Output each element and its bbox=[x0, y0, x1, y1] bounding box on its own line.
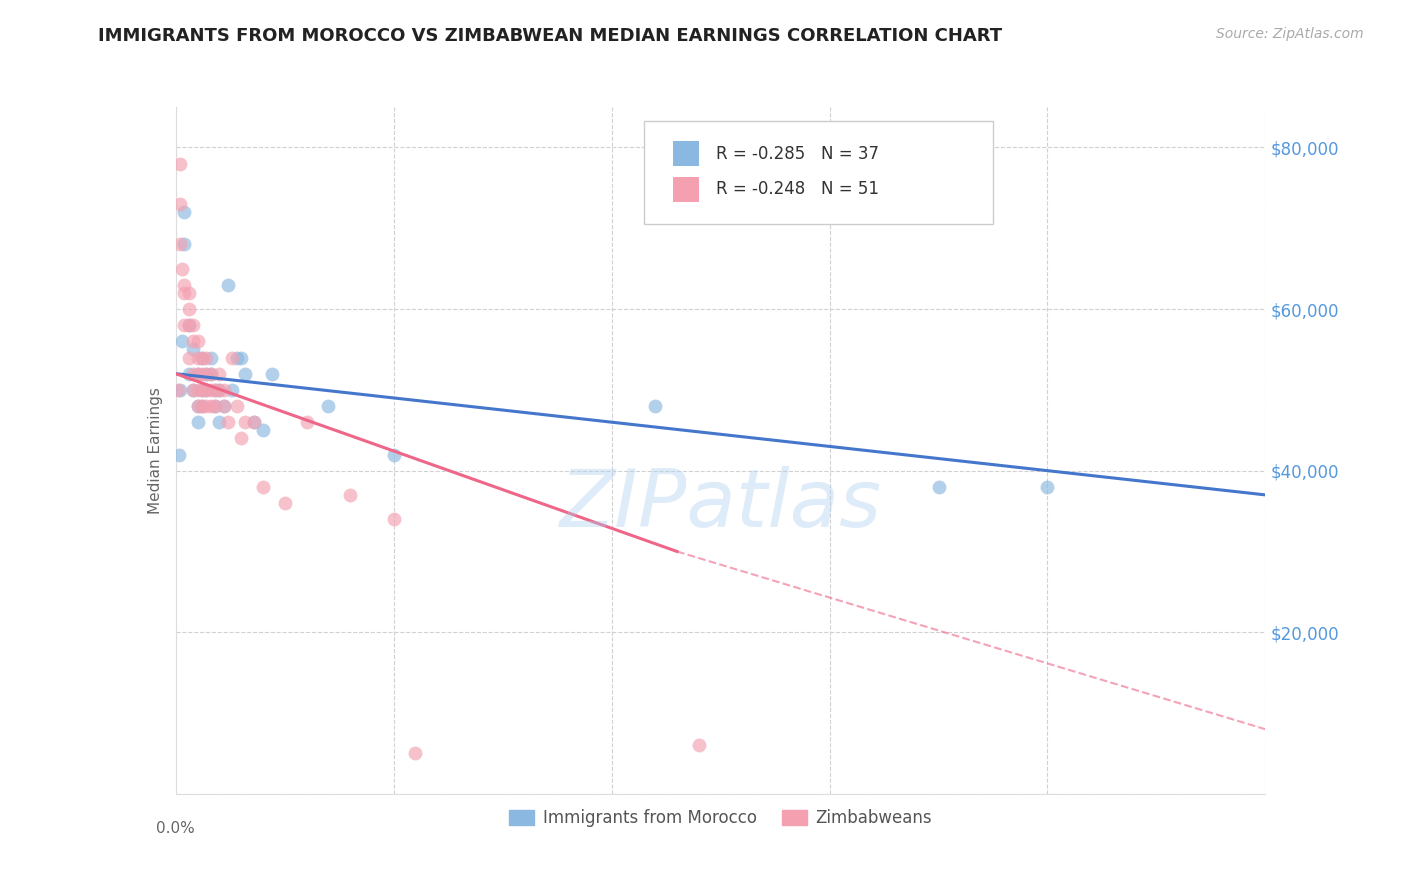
Point bbox=[177, 367, 200, 381]
Point bbox=[186, 367, 209, 381]
Point bbox=[173, 285, 195, 300]
Point bbox=[217, 277, 239, 292]
Point bbox=[186, 399, 209, 413]
Y-axis label: Median Earnings: Median Earnings bbox=[148, 387, 163, 514]
Point bbox=[191, 383, 214, 397]
Point bbox=[295, 415, 318, 429]
Point bbox=[169, 197, 191, 211]
Point bbox=[195, 383, 218, 397]
Point bbox=[195, 351, 218, 365]
Point bbox=[235, 367, 257, 381]
Point bbox=[204, 383, 226, 397]
Point bbox=[177, 318, 200, 333]
Point bbox=[221, 351, 243, 365]
Text: Source: ZipAtlas.com: Source: ZipAtlas.com bbox=[1216, 27, 1364, 41]
Point bbox=[167, 448, 190, 462]
Point bbox=[177, 285, 200, 300]
Point bbox=[173, 237, 195, 252]
Point bbox=[252, 480, 274, 494]
Point bbox=[235, 415, 257, 429]
Point bbox=[172, 334, 194, 349]
Point bbox=[167, 383, 190, 397]
Point bbox=[169, 237, 191, 252]
FancyBboxPatch shape bbox=[672, 141, 699, 166]
Point bbox=[204, 383, 226, 397]
Point bbox=[260, 367, 283, 381]
Point bbox=[169, 156, 191, 170]
Text: 0.0%: 0.0% bbox=[156, 822, 195, 837]
Point bbox=[186, 415, 209, 429]
Point bbox=[181, 343, 204, 357]
Point bbox=[181, 383, 204, 397]
Point bbox=[243, 415, 266, 429]
Point bbox=[208, 367, 231, 381]
Point bbox=[191, 367, 214, 381]
Point bbox=[200, 367, 222, 381]
Point bbox=[186, 351, 209, 365]
Point bbox=[177, 318, 200, 333]
Point bbox=[191, 383, 214, 397]
Legend: Immigrants from Morocco, Zimbabweans: Immigrants from Morocco, Zimbabweans bbox=[503, 802, 938, 834]
Point bbox=[225, 351, 247, 365]
Point bbox=[208, 383, 231, 397]
Point bbox=[191, 399, 214, 413]
Point bbox=[212, 399, 235, 413]
Point bbox=[204, 399, 226, 413]
Point bbox=[173, 277, 195, 292]
Point bbox=[186, 399, 209, 413]
Point bbox=[177, 301, 200, 316]
Point bbox=[200, 399, 222, 413]
Point bbox=[191, 351, 214, 365]
Point bbox=[186, 367, 209, 381]
Point bbox=[200, 367, 222, 381]
Point bbox=[169, 383, 191, 397]
Point bbox=[173, 205, 195, 219]
Point bbox=[212, 383, 235, 397]
Point bbox=[172, 261, 194, 276]
Point bbox=[274, 496, 297, 510]
Point bbox=[186, 334, 209, 349]
Point bbox=[231, 431, 253, 445]
Point bbox=[195, 367, 218, 381]
Point bbox=[181, 367, 204, 381]
Point bbox=[212, 399, 235, 413]
Point bbox=[177, 351, 200, 365]
Point bbox=[191, 351, 214, 365]
Point bbox=[405, 747, 427, 761]
Point bbox=[231, 351, 253, 365]
Point bbox=[382, 448, 405, 462]
Point bbox=[186, 383, 209, 397]
Point bbox=[181, 383, 204, 397]
Point bbox=[1036, 480, 1059, 494]
Point bbox=[208, 415, 231, 429]
Point bbox=[208, 383, 231, 397]
Point bbox=[181, 334, 204, 349]
Point bbox=[252, 423, 274, 437]
Point bbox=[928, 480, 950, 494]
Point bbox=[318, 399, 340, 413]
Point bbox=[195, 399, 218, 413]
Point bbox=[200, 383, 222, 397]
Point bbox=[339, 488, 361, 502]
Point bbox=[195, 367, 218, 381]
Point bbox=[195, 383, 218, 397]
Point bbox=[181, 318, 204, 333]
Point bbox=[221, 383, 243, 397]
Point bbox=[173, 318, 195, 333]
Point bbox=[382, 512, 405, 526]
Point bbox=[191, 399, 214, 413]
Text: ZIPatlas: ZIPatlas bbox=[560, 467, 882, 544]
Point bbox=[204, 399, 226, 413]
Text: IMMIGRANTS FROM MOROCCO VS ZIMBABWEAN MEDIAN EARNINGS CORRELATION CHART: IMMIGRANTS FROM MOROCCO VS ZIMBABWEAN ME… bbox=[98, 27, 1002, 45]
FancyBboxPatch shape bbox=[672, 178, 699, 202]
Point bbox=[243, 415, 266, 429]
Point bbox=[200, 351, 222, 365]
Point bbox=[225, 399, 247, 413]
Point bbox=[688, 739, 710, 753]
Text: R = -0.285   N = 37: R = -0.285 N = 37 bbox=[716, 145, 879, 162]
Point bbox=[217, 415, 239, 429]
Text: R = -0.248   N = 51: R = -0.248 N = 51 bbox=[716, 180, 879, 198]
FancyBboxPatch shape bbox=[644, 120, 993, 224]
Point bbox=[644, 399, 666, 413]
